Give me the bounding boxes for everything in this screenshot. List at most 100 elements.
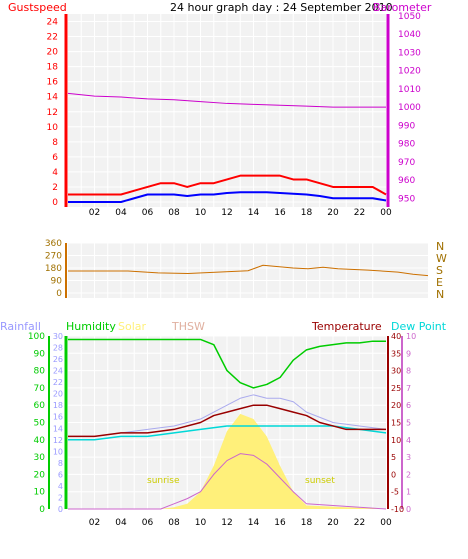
compass-label: S	[436, 264, 443, 277]
x-tick-label: 10	[195, 518, 207, 528]
windspeed-series-line	[68, 191, 387, 203]
uv-tick-label: 0	[406, 505, 411, 514]
gustspeed-series-line	[68, 174, 387, 196]
baro-tick-label: 1020	[398, 67, 421, 77]
direction-tick-label: 360	[45, 239, 62, 249]
baro-tick-label: 960	[398, 176, 415, 186]
temperature-tick-label: 15	[391, 419, 401, 428]
rain-tick-label: 10	[53, 447, 63, 456]
direction-tick-label: 0	[56, 289, 62, 299]
rain-tick-label: 28	[53, 344, 63, 353]
uv-tick-label: 1	[406, 488, 411, 497]
gust-tick-label: 0	[52, 198, 58, 208]
gustspeed-label: Gustspeed	[8, 1, 67, 14]
x-tick-label: 18	[301, 518, 313, 528]
uv-tick-label: 8	[406, 367, 411, 376]
solar-series-area	[68, 413, 386, 509]
uv-series-line	[68, 453, 387, 510]
x-tick-label: 22	[354, 518, 365, 528]
rain-tick-label: 24	[53, 367, 63, 376]
temperature-tick-label: -10	[391, 505, 404, 514]
x-tick-label: 00	[380, 518, 392, 528]
uv-tick-label: 2	[406, 470, 411, 479]
rain-tick-label: 30	[53, 332, 63, 341]
temperature-tick-label: 25	[391, 384, 401, 393]
rain-tick-label: 18	[53, 401, 63, 410]
x-tick-label: 00	[380, 208, 392, 218]
temperature-tick-label: 20	[391, 401, 401, 410]
x-tick-label: 08	[168, 518, 180, 528]
compass-label: N	[436, 240, 444, 253]
rain-tick-label: 20	[53, 390, 63, 399]
series-layer	[67, 92, 429, 510]
humidity-tick-label: 0	[39, 505, 45, 515]
uv-tick-label: 7	[406, 384, 411, 393]
x-tick-label: 14	[248, 518, 260, 528]
gust-tick-label: 20	[47, 48, 59, 58]
humidity-tick-label: 50	[34, 419, 46, 429]
x-tick-label: 14	[248, 208, 260, 218]
rain-tick-label: 4	[58, 482, 63, 491]
gust-tick-label: 16	[47, 78, 59, 88]
dew-point-label: Dew Point	[391, 320, 447, 333]
uv-tick-label: 9	[406, 349, 411, 358]
baro-tick-label: 1050	[398, 12, 421, 22]
baro-tick-label: 1030	[398, 48, 421, 58]
grid-lines	[68, 14, 428, 510]
baro-tick-label: 970	[398, 158, 415, 168]
baro-tick-label: 980	[398, 140, 415, 150]
gust-tick-label: 14	[47, 93, 59, 103]
temperature-tick-label: -5	[391, 488, 399, 497]
thsw-series-line	[68, 394, 387, 437]
rain-tick-label: 8	[58, 459, 63, 468]
direction-tick-label: 90	[51, 277, 63, 287]
direction-tick-label: 270	[45, 252, 62, 262]
humidity-tick-label: 80	[34, 367, 46, 377]
x-tick-label: 08	[168, 208, 180, 218]
axes-layer: 0246810121416182022249509609709809901000…	[28, 12, 447, 528]
humidity-series-line	[68, 338, 386, 389]
temperature-tick-label: 0	[391, 470, 396, 479]
x-tick-label: 06	[142, 518, 154, 528]
rain-tick-label: 0	[58, 505, 63, 514]
gust-tick-label: 2	[52, 183, 58, 193]
gust-tick-label: 6	[52, 153, 58, 163]
uv-tick-label: 6	[406, 401, 411, 410]
x-tick-label: 20	[327, 208, 339, 218]
rain-tick-label: 26	[53, 355, 63, 364]
baro-tick-label: 1040	[398, 30, 421, 40]
humidity-tick-label: 60	[34, 401, 46, 411]
baro-tick-label: 1000	[398, 103, 421, 113]
gust-tick-label: 4	[52, 168, 58, 178]
x-tick-label: 04	[115, 208, 127, 218]
sunset-annotation: sunset	[305, 476, 335, 486]
wind-direction-series-line	[68, 264, 429, 277]
rain-tick-label: 2	[58, 493, 63, 502]
x-tick-label: 18	[301, 208, 313, 218]
barometer-label: Barometer	[373, 1, 432, 14]
rain-tick-label: 6	[58, 470, 63, 479]
humidity-tick-label: 90	[34, 349, 46, 359]
x-tick-label: 12	[221, 208, 232, 218]
barometer-series-line	[67, 92, 386, 108]
humidity-tick-label: 10	[34, 488, 46, 498]
uv-tick-label: 10	[406, 332, 416, 341]
baro-tick-label: 1010	[398, 85, 421, 95]
x-tick-label: 16	[274, 518, 286, 528]
compass-label: N	[436, 288, 444, 301]
compass-label: W	[436, 252, 447, 265]
rain-tick-label: 16	[53, 413, 63, 422]
gust-tick-label: 8	[52, 138, 58, 148]
rainfall-label: Rainfall	[0, 320, 41, 333]
baro-tick-label: 990	[398, 121, 415, 131]
x-tick-label: 22	[354, 208, 365, 218]
rain-tick-label: 12	[53, 436, 63, 445]
temperature-tick-label: 30	[391, 367, 401, 376]
temperature-tick-label: 35	[391, 349, 401, 358]
x-tick-label: 10	[195, 208, 207, 218]
sunrise-annotation: sunrise	[147, 476, 180, 486]
rain-tick-label: 14	[53, 424, 63, 433]
x-tick-label: 12	[221, 518, 232, 528]
